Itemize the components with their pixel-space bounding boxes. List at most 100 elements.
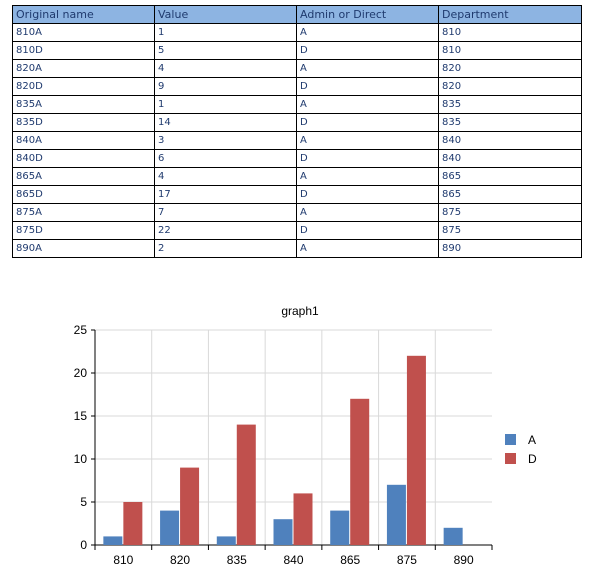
table-row: 820A 4 A 820 bbox=[12, 59, 582, 78]
bar-chart: graph1 0 5 10 15 20 25 810 820 835 840 865 875 890 AD bbox=[74, 304, 537, 567]
cell-admin-or-direct: D bbox=[296, 77, 439, 96]
header-value: Value bbox=[154, 5, 297, 24]
bar-d bbox=[123, 502, 143, 545]
cell-admin-or-direct: D bbox=[296, 41, 439, 60]
cell-original-name: 840A bbox=[12, 131, 155, 150]
table-row: 875D 22 D 875 bbox=[12, 221, 582, 240]
x-tick-label: 840 bbox=[283, 553, 303, 567]
cell-admin-or-direct: A bbox=[296, 59, 439, 78]
table-row: 840A 3 A 840 bbox=[12, 131, 582, 150]
cell-value: 17 bbox=[154, 185, 297, 204]
cell-original-name: 810D bbox=[12, 41, 155, 60]
table-header-row: Original name Value Admin or Direct Depa… bbox=[12, 5, 582, 24]
x-tick-label: 875 bbox=[397, 553, 417, 567]
header-admin-or-direct: Admin or Direct bbox=[296, 5, 439, 24]
table-row: 865D 17 D 865 bbox=[12, 185, 582, 204]
bar-a bbox=[330, 510, 350, 545]
cell-original-name: 840D bbox=[12, 149, 155, 168]
cell-department: 810 bbox=[438, 23, 582, 42]
bar-a bbox=[103, 536, 123, 545]
cell-department: 835 bbox=[438, 95, 582, 114]
cell-original-name: 865D bbox=[12, 185, 155, 204]
cell-department: 820 bbox=[438, 77, 582, 96]
legend-swatch-d bbox=[505, 453, 516, 464]
cell-department: 820 bbox=[438, 59, 582, 78]
table-row: 875A 7 A 875 bbox=[12, 203, 582, 222]
cell-original-name: 820A bbox=[12, 59, 155, 78]
data-table: Original name Value Admin or Direct Depa… bbox=[12, 5, 582, 258]
bar-a bbox=[216, 536, 236, 545]
cell-value: 5 bbox=[154, 41, 297, 60]
x-tick-label: 835 bbox=[227, 553, 247, 567]
cell-department: 840 bbox=[438, 149, 582, 168]
table-row: 890A 2 A 890 bbox=[12, 239, 582, 258]
bar-a bbox=[160, 510, 180, 545]
cell-value: 1 bbox=[154, 23, 297, 42]
bar-a bbox=[443, 527, 463, 545]
cell-department: 835 bbox=[438, 113, 582, 132]
cell-value: 7 bbox=[154, 203, 297, 222]
cell-original-name: 810A bbox=[12, 23, 155, 42]
cell-original-name: 835D bbox=[12, 113, 155, 132]
table-body: 810A 1 A 810 810D 5 D 810 820A 4 A 820 820D 9 D 820 835A… bbox=[12, 23, 582, 258]
cell-department: 840 bbox=[438, 131, 582, 150]
bar-a bbox=[273, 519, 293, 545]
cell-value: 3 bbox=[154, 131, 297, 150]
y-tick-label: 20 bbox=[74, 366, 88, 380]
x-tick-label: 890 bbox=[454, 553, 474, 567]
cell-original-name: 875D bbox=[12, 221, 155, 240]
cell-original-name: 835A bbox=[12, 95, 155, 114]
cell-original-name: 865A bbox=[12, 167, 155, 186]
y-tick-label: 25 bbox=[74, 323, 88, 337]
header-department: Department bbox=[438, 5, 582, 24]
cell-value: 22 bbox=[154, 221, 297, 240]
x-tick-label: 820 bbox=[170, 553, 190, 567]
bar-d bbox=[293, 493, 313, 545]
table-row: 810A 1 A 810 bbox=[12, 23, 582, 42]
bar-d bbox=[350, 398, 370, 545]
y-tick-label: 5 bbox=[80, 495, 87, 509]
chart-title: graph1 bbox=[281, 304, 319, 318]
y-tick-label: 15 bbox=[74, 409, 88, 423]
cell-admin-or-direct: D bbox=[296, 113, 439, 132]
cell-original-name: 890A bbox=[12, 239, 155, 258]
cell-department: 865 bbox=[438, 167, 582, 186]
cell-admin-or-direct: A bbox=[296, 239, 439, 258]
cell-value: 4 bbox=[154, 167, 297, 186]
x-tick-label: 810 bbox=[113, 553, 133, 567]
cell-value: 4 bbox=[154, 59, 297, 78]
cell-admin-or-direct: D bbox=[296, 185, 439, 204]
cell-value: 14 bbox=[154, 113, 297, 132]
cell-original-name: 875A bbox=[12, 203, 155, 222]
cell-admin-or-direct: A bbox=[296, 23, 439, 42]
cell-admin-or-direct: A bbox=[296, 167, 439, 186]
table-row: 820D 9 D 820 bbox=[12, 77, 582, 96]
table-row: 865A 4 A 865 bbox=[12, 167, 582, 186]
header-original-name: Original name bbox=[12, 5, 155, 24]
bar-a bbox=[386, 484, 406, 545]
cell-admin-or-direct: A bbox=[296, 203, 439, 222]
cell-value: 6 bbox=[154, 149, 297, 168]
x-tick-label: 865 bbox=[340, 553, 360, 567]
table-row: 840D 6 D 840 bbox=[12, 149, 582, 168]
cell-department: 810 bbox=[438, 41, 582, 60]
cell-admin-or-direct: D bbox=[296, 221, 439, 240]
cell-value: 1 bbox=[154, 95, 297, 114]
cell-department: 890 bbox=[438, 239, 582, 258]
cell-department: 865 bbox=[438, 185, 582, 204]
y-tick-label: 0 bbox=[80, 538, 87, 552]
cell-admin-or-direct: A bbox=[296, 95, 439, 114]
table-row: 835A 1 A 835 bbox=[12, 95, 582, 114]
bar-d bbox=[406, 355, 426, 545]
bar-d bbox=[236, 424, 256, 545]
table-row: 810D 5 D 810 bbox=[12, 41, 582, 60]
cell-admin-or-direct: A bbox=[296, 131, 439, 150]
cell-value: 2 bbox=[154, 239, 297, 258]
cell-original-name: 820D bbox=[12, 77, 155, 96]
cell-department: 875 bbox=[438, 221, 582, 240]
bar-d bbox=[180, 467, 200, 545]
legend-label-a: A bbox=[528, 433, 536, 447]
table-row: 835D 14 D 835 bbox=[12, 113, 582, 132]
legend-label-d: D bbox=[528, 452, 537, 466]
cell-department: 875 bbox=[438, 203, 582, 222]
